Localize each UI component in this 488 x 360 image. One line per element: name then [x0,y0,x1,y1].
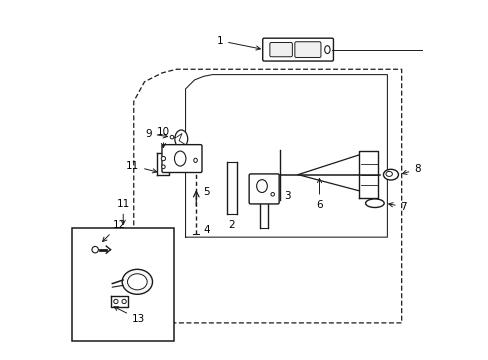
Ellipse shape [324,46,329,54]
FancyBboxPatch shape [248,174,279,204]
Bar [72,228,174,341]
Ellipse shape [122,269,152,294]
FancyBboxPatch shape [262,38,333,61]
Text: 12: 12 [102,220,125,242]
Ellipse shape [270,193,274,196]
Ellipse shape [256,180,267,193]
Ellipse shape [193,158,197,162]
Text: 6: 6 [316,179,322,210]
Ellipse shape [365,199,384,207]
FancyBboxPatch shape [269,42,292,57]
Ellipse shape [92,247,98,253]
Text: 3: 3 [283,191,290,201]
Text: 9: 9 [145,129,167,139]
Ellipse shape [175,130,187,148]
Ellipse shape [383,169,398,180]
Text: 1: 1 [216,36,260,50]
Ellipse shape [122,299,126,303]
Text: 7: 7 [388,202,407,212]
Ellipse shape [114,299,118,303]
Text: 8: 8 [402,164,420,175]
Ellipse shape [170,135,173,139]
Text: 10: 10 [157,127,170,148]
Ellipse shape [162,165,165,168]
Ellipse shape [161,157,165,161]
Ellipse shape [127,274,147,290]
Text: 13: 13 [114,307,145,324]
Text: 5: 5 [203,186,210,197]
Text: 11: 11 [116,199,130,224]
FancyBboxPatch shape [162,145,202,172]
Text: 4: 4 [203,225,210,235]
Text: 11: 11 [125,161,157,173]
Text: 2: 2 [228,220,235,230]
Ellipse shape [174,151,185,166]
Ellipse shape [385,171,391,176]
FancyBboxPatch shape [294,42,320,58]
